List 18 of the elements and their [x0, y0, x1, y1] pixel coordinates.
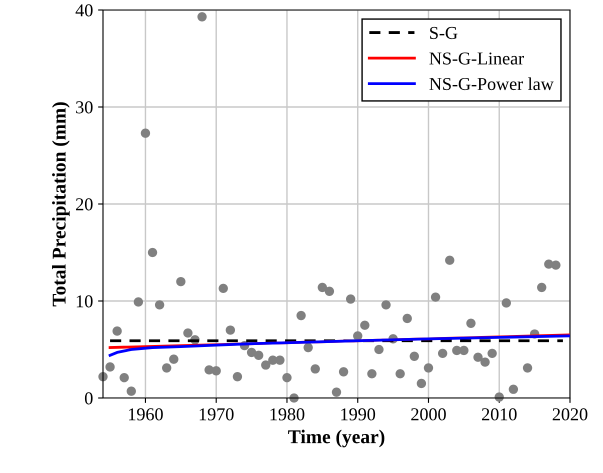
x-axis-title: Time (year)	[288, 430, 384, 448]
x-tick-label: 1990	[341, 408, 376, 420]
y-axis-title: Total Precipitation (mm)	[52, 102, 70, 306]
x-tick-label: 2010	[482, 408, 517, 420]
x-tick-label: 2020	[552, 408, 588, 420]
y-tick-label: 10	[76, 295, 93, 308]
x-tick-label: 1960	[128, 408, 163, 420]
x-tick-label: 1970	[200, 408, 234, 420]
legend-label: NS-G-Power law	[429, 77, 554, 90]
y-tick-label: 30	[76, 101, 93, 114]
legend-label: NS-G-Linear	[429, 52, 524, 65]
y-tick-label: 0	[84, 392, 93, 404]
x-tick-label: 1980	[270, 408, 304, 420]
y-tick-label: 40	[76, 4, 93, 16]
y-tick-label: 20	[76, 198, 93, 210]
legend-label: S-G	[430, 26, 458, 40]
x-tick-label: 2000	[411, 408, 446, 420]
line-series	[108, 334, 570, 357]
